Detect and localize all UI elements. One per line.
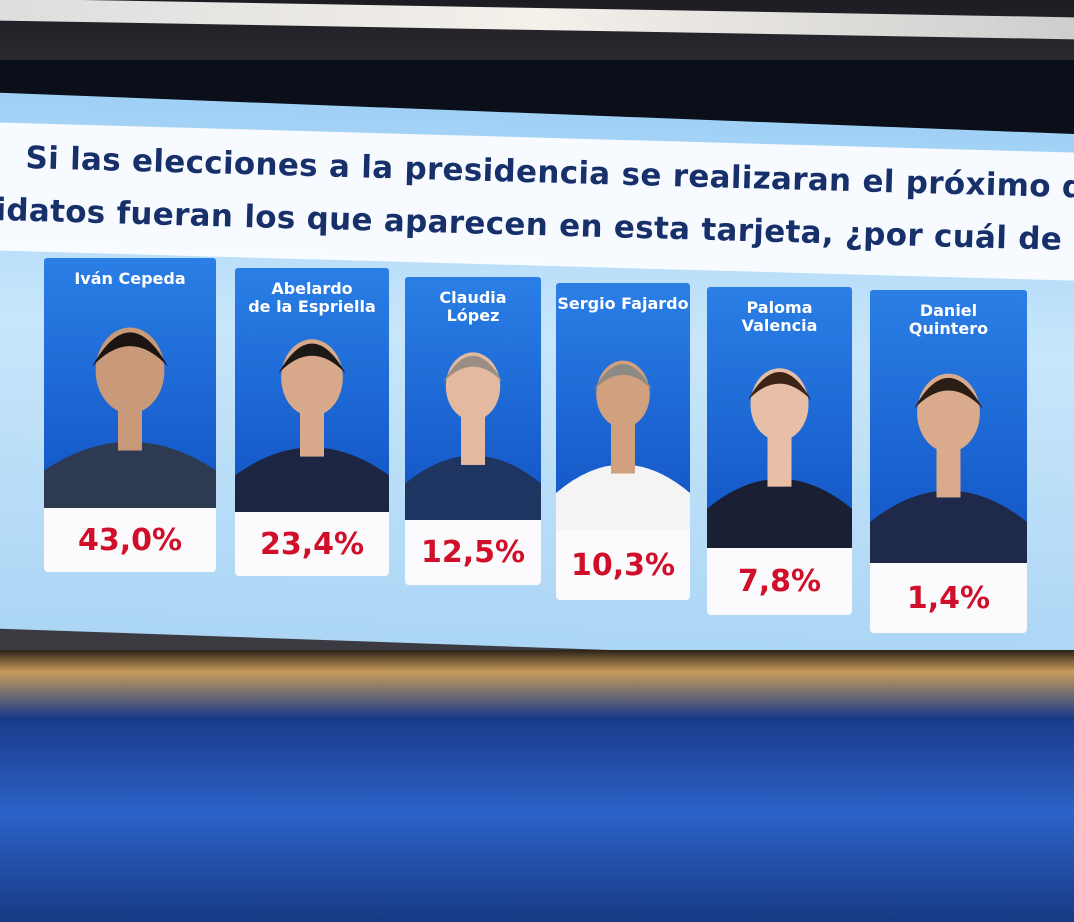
candidate-name: Quintero: [908, 319, 989, 338]
candidate-card: Claudia López 12,5%: [405, 277, 541, 585]
candidate-name: Daniel: [919, 301, 978, 320]
portrait: [556, 360, 690, 530]
candidate-name: Iván Cepeda: [74, 269, 186, 288]
candidate-result: 12,5%: [405, 520, 541, 585]
candidate-name: Paloma: [746, 298, 813, 317]
candidate-name: Sergio Fajardo: [557, 294, 689, 313]
candidate-name: Valencia: [741, 316, 818, 335]
floor-reflection: [0, 650, 1074, 922]
candidate-result: 43,0%: [44, 508, 216, 572]
candidate-result: 10,3%: [556, 530, 690, 600]
candidate-card: Paloma Valencia 7,8%: [707, 287, 852, 615]
portrait: [44, 327, 216, 508]
candidate-card: Daniel Quintero 1,4%: [870, 290, 1027, 633]
candidate-result: 1,4%: [870, 563, 1027, 633]
portrait: [870, 373, 1027, 563]
candidate-name: Abelardo: [271, 279, 353, 298]
candidate-card: Sergio Fajardo 10,3%: [556, 283, 690, 600]
candidate-photo: Paloma Valencia: [707, 287, 852, 548]
candidate-photo: Sergio Fajardo: [556, 283, 690, 530]
candidate-photo: Claudia López: [405, 277, 541, 520]
candidate-name: Claudia: [439, 288, 507, 307]
portrait: [707, 368, 852, 548]
candidate-photo: Daniel Quintero: [870, 290, 1027, 563]
candidate-card: Iván Cepeda 43,0%: [44, 258, 216, 572]
portrait: [235, 339, 389, 512]
candidate-name: López: [446, 306, 500, 325]
portrait: [405, 352, 541, 520]
candidate-result: 7,8%: [707, 548, 852, 615]
candidate-card: Abelardo de la Espriella 23,4%: [235, 268, 389, 576]
candidate-photo: Abelardo de la Espriella: [235, 268, 389, 512]
candidate-result: 23,4%: [235, 512, 389, 576]
candidate-name: de la Espriella: [248, 297, 376, 316]
candidate-photo: Iván Cepeda: [44, 258, 216, 508]
